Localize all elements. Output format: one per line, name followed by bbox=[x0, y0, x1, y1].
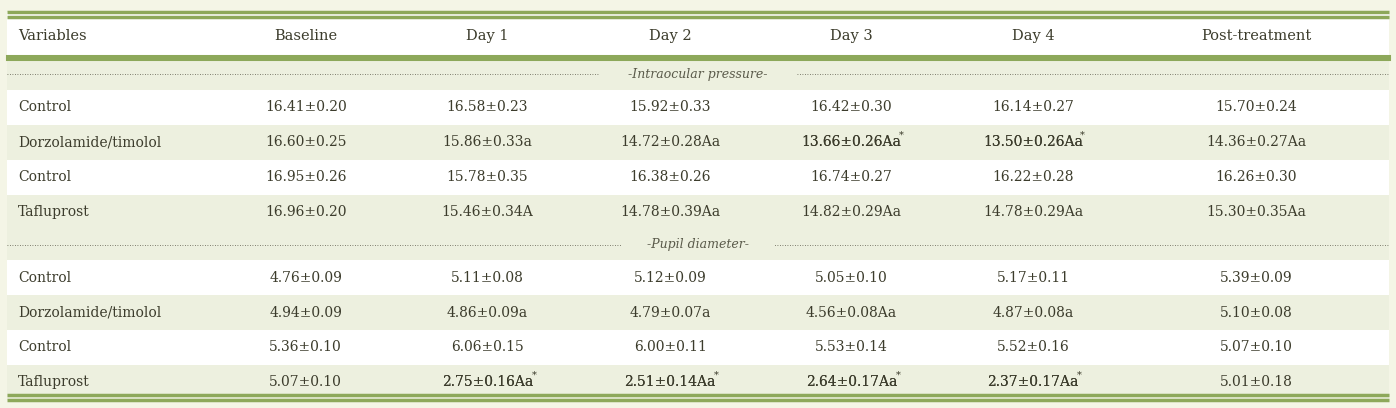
Text: 16.42±0.30: 16.42±0.30 bbox=[811, 100, 892, 114]
Text: 15.92±0.33: 15.92±0.33 bbox=[630, 100, 711, 114]
Bar bbox=[7, 59, 1389, 90]
Text: 2.37±0.17Aa: 2.37±0.17Aa bbox=[987, 375, 1079, 389]
Text: 15.86±0.33a: 15.86±0.33a bbox=[443, 135, 532, 149]
Text: Control: Control bbox=[18, 100, 71, 114]
Text: 2.37±0.17Aa: 2.37±0.17Aa bbox=[987, 375, 1079, 389]
Text: Control: Control bbox=[18, 170, 71, 184]
Text: 16.41±0.20: 16.41±0.20 bbox=[265, 100, 346, 114]
Bar bbox=[7, 125, 1389, 160]
Text: *: * bbox=[899, 130, 903, 139]
Text: 16.74±0.27: 16.74±0.27 bbox=[811, 170, 892, 184]
Text: 4.79±0.07a: 4.79±0.07a bbox=[630, 306, 711, 319]
Text: 5.39±0.09: 5.39±0.09 bbox=[1220, 271, 1293, 284]
Text: 5.07±0.10: 5.07±0.10 bbox=[1220, 340, 1293, 355]
Text: 14.78±0.39Aa: 14.78±0.39Aa bbox=[620, 205, 720, 219]
Bar bbox=[7, 330, 1389, 365]
Text: Dorzolamide/timolol: Dorzolamide/timolol bbox=[18, 306, 162, 319]
Text: 13.66±0.26Aa: 13.66±0.26Aa bbox=[801, 135, 902, 149]
Text: 15.46±0.34A: 15.46±0.34A bbox=[441, 205, 533, 219]
Text: 2.64±0.17Aa: 2.64±0.17Aa bbox=[805, 375, 898, 389]
Bar bbox=[7, 12, 1389, 59]
Text: Baseline: Baseline bbox=[274, 29, 338, 43]
Text: 13.50±0.26Aa: 13.50±0.26Aa bbox=[983, 135, 1083, 149]
Text: 16.96±0.20: 16.96±0.20 bbox=[265, 205, 346, 219]
Text: *: * bbox=[715, 370, 719, 379]
Text: *: * bbox=[896, 370, 900, 379]
Text: Day 4: Day 4 bbox=[1012, 29, 1054, 43]
Text: 4.56±0.08Aa: 4.56±0.08Aa bbox=[805, 306, 898, 319]
Text: 6.00±0.11: 6.00±0.11 bbox=[634, 340, 706, 355]
Text: 16.14±0.27: 16.14±0.27 bbox=[993, 100, 1074, 114]
Text: 6.06±0.15: 6.06±0.15 bbox=[451, 340, 524, 355]
Text: Control: Control bbox=[18, 271, 71, 284]
Text: 5.53±0.14: 5.53±0.14 bbox=[815, 340, 888, 355]
Text: 14.78±0.29Aa: 14.78±0.29Aa bbox=[983, 205, 1083, 219]
Bar bbox=[7, 365, 1389, 400]
Text: 2.75±0.16Aa: 2.75±0.16Aa bbox=[441, 375, 533, 389]
Bar bbox=[621, 235, 775, 255]
Text: 16.22±0.28: 16.22±0.28 bbox=[993, 170, 1074, 184]
Text: 5.10±0.08: 5.10±0.08 bbox=[1220, 306, 1293, 319]
Text: 14.72±0.28Aa: 14.72±0.28Aa bbox=[620, 135, 720, 149]
Text: Tafluprost: Tafluprost bbox=[18, 375, 89, 389]
Text: Day 2: Day 2 bbox=[649, 29, 691, 43]
Text: Day 3: Day 3 bbox=[831, 29, 872, 43]
Text: 2.51±0.14Aa: 2.51±0.14Aa bbox=[624, 375, 716, 389]
Text: 5.11±0.08: 5.11±0.08 bbox=[451, 271, 524, 284]
Text: 16.26±0.30: 16.26±0.30 bbox=[1216, 170, 1297, 184]
Text: 5.05±0.10: 5.05±0.10 bbox=[815, 271, 888, 284]
Text: Dorzolamide/timolol: Dorzolamide/timolol bbox=[18, 135, 162, 149]
Text: 5.01±0.18: 5.01±0.18 bbox=[1220, 375, 1293, 389]
Text: Post-treatment: Post-treatment bbox=[1202, 29, 1311, 43]
Bar bbox=[7, 195, 1389, 229]
Text: 2.64±0.17Aa: 2.64±0.17Aa bbox=[805, 375, 898, 389]
Text: 16.58±0.23: 16.58±0.23 bbox=[447, 100, 528, 114]
Text: 2.51±0.14Aa: 2.51±0.14Aa bbox=[624, 375, 716, 389]
Text: 4.86±0.09a: 4.86±0.09a bbox=[447, 306, 528, 319]
Text: 15.30±0.35Aa: 15.30±0.35Aa bbox=[1206, 205, 1307, 219]
Text: *: * bbox=[532, 370, 536, 379]
Text: 4.76±0.09: 4.76±0.09 bbox=[269, 271, 342, 284]
Text: 4.94±0.09: 4.94±0.09 bbox=[269, 306, 342, 319]
Text: -Intraocular pressure-: -Intraocular pressure- bbox=[628, 68, 768, 81]
Text: 5.36±0.10: 5.36±0.10 bbox=[269, 340, 342, 355]
Text: 4.87±0.08a: 4.87±0.08a bbox=[993, 306, 1074, 319]
Text: 16.60±0.25: 16.60±0.25 bbox=[265, 135, 346, 149]
Text: 2.75±0.16Aa: 2.75±0.16Aa bbox=[441, 375, 533, 389]
Text: 15.78±0.35: 15.78±0.35 bbox=[447, 170, 528, 184]
Bar bbox=[7, 160, 1389, 195]
Bar bbox=[7, 90, 1389, 125]
Bar bbox=[7, 229, 1389, 260]
Text: 13.50±0.26Aa: 13.50±0.26Aa bbox=[983, 135, 1083, 149]
Text: 5.12±0.09: 5.12±0.09 bbox=[634, 271, 706, 284]
Text: 14.82±0.29Aa: 14.82±0.29Aa bbox=[801, 205, 902, 219]
Text: 5.52±0.16: 5.52±0.16 bbox=[997, 340, 1069, 355]
Text: Control: Control bbox=[18, 340, 71, 355]
Text: -Pupil diameter-: -Pupil diameter- bbox=[646, 238, 750, 251]
Text: Variables: Variables bbox=[18, 29, 87, 43]
Text: 14.36±0.27Aa: 14.36±0.27Aa bbox=[1206, 135, 1307, 149]
Bar bbox=[7, 295, 1389, 330]
Text: 16.95±0.26: 16.95±0.26 bbox=[265, 170, 346, 184]
Text: 5.17±0.11: 5.17±0.11 bbox=[997, 271, 1069, 284]
Text: 15.70±0.24: 15.70±0.24 bbox=[1216, 100, 1297, 114]
Text: 5.07±0.10: 5.07±0.10 bbox=[269, 375, 342, 389]
Text: *: * bbox=[1078, 370, 1082, 379]
Text: 16.38±0.26: 16.38±0.26 bbox=[630, 170, 711, 184]
Text: 13.66±0.26Aa: 13.66±0.26Aa bbox=[801, 135, 902, 149]
Text: Tafluprost: Tafluprost bbox=[18, 205, 89, 219]
Text: *: * bbox=[1081, 130, 1085, 139]
Bar bbox=[7, 260, 1389, 295]
Text: Day 1: Day 1 bbox=[466, 29, 508, 43]
Bar bbox=[600, 64, 796, 85]
